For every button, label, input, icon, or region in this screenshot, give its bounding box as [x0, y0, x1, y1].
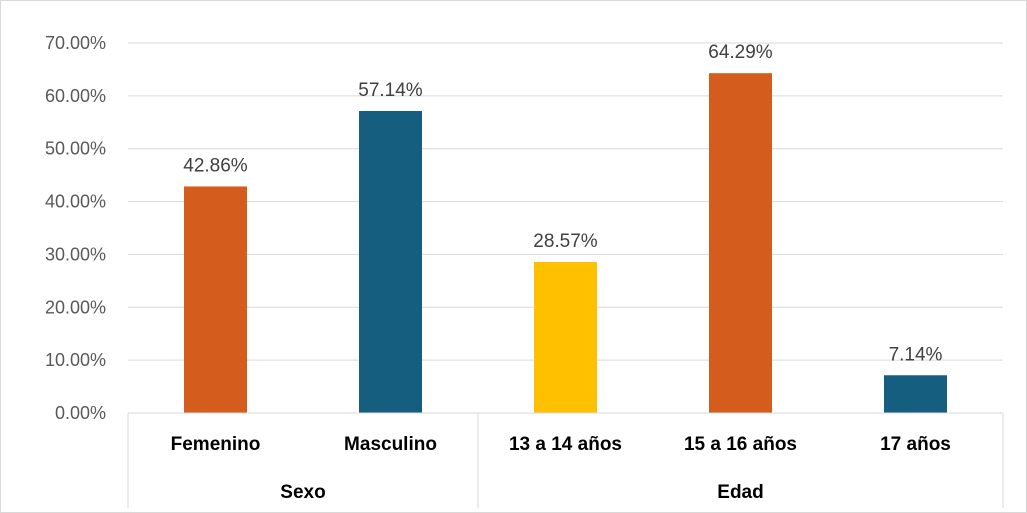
bar	[184, 186, 247, 413]
x-tick-label: 15 a 16 años	[684, 434, 797, 455]
data-label: 28.57%	[533, 231, 598, 252]
bar	[884, 375, 947, 413]
bar	[534, 261, 597, 413]
y-tick-label: 70.00%	[45, 33, 106, 53]
data-label: 64.29%	[708, 42, 773, 63]
x-tick-label: 17 años	[880, 434, 951, 455]
x-tick-label: 13 a 14 años	[509, 434, 622, 455]
y-tick-label: 30.00%	[45, 244, 106, 264]
group-label: Edad	[717, 482, 763, 503]
data-label: 42.86%	[183, 155, 248, 176]
y-tick-label: 40.00%	[45, 192, 106, 212]
data-label: 7.14%	[889, 344, 943, 365]
bar	[709, 73, 772, 413]
y-tick-label: 10.00%	[45, 350, 106, 370]
y-tick-label: 20.00%	[45, 297, 106, 317]
y-tick-label: 0.00%	[55, 403, 106, 423]
y-axis-ticks: 0.00% 10.00% 20.00% 30.00% 40.00% 50.00% 60.00…	[45, 33, 106, 423]
data-label: 57.14%	[358, 80, 423, 101]
group-label: Sexo	[280, 482, 325, 503]
x-tick-label: Masculino	[344, 434, 437, 455]
x-tick-label: Femenino	[171, 434, 261, 455]
bars	[184, 73, 947, 413]
y-tick-label: 50.00%	[45, 139, 106, 159]
gridlines	[128, 42, 1003, 361]
data-labels: 42.86% 57.14% 28.57% 64.29% 7.14%	[183, 42, 942, 365]
bar	[359, 110, 422, 413]
y-tick-label: 60.00%	[45, 86, 106, 106]
x-axis: Femenino Masculino 13 a 14 años 15 a 16 año…	[127, 412, 1004, 508]
